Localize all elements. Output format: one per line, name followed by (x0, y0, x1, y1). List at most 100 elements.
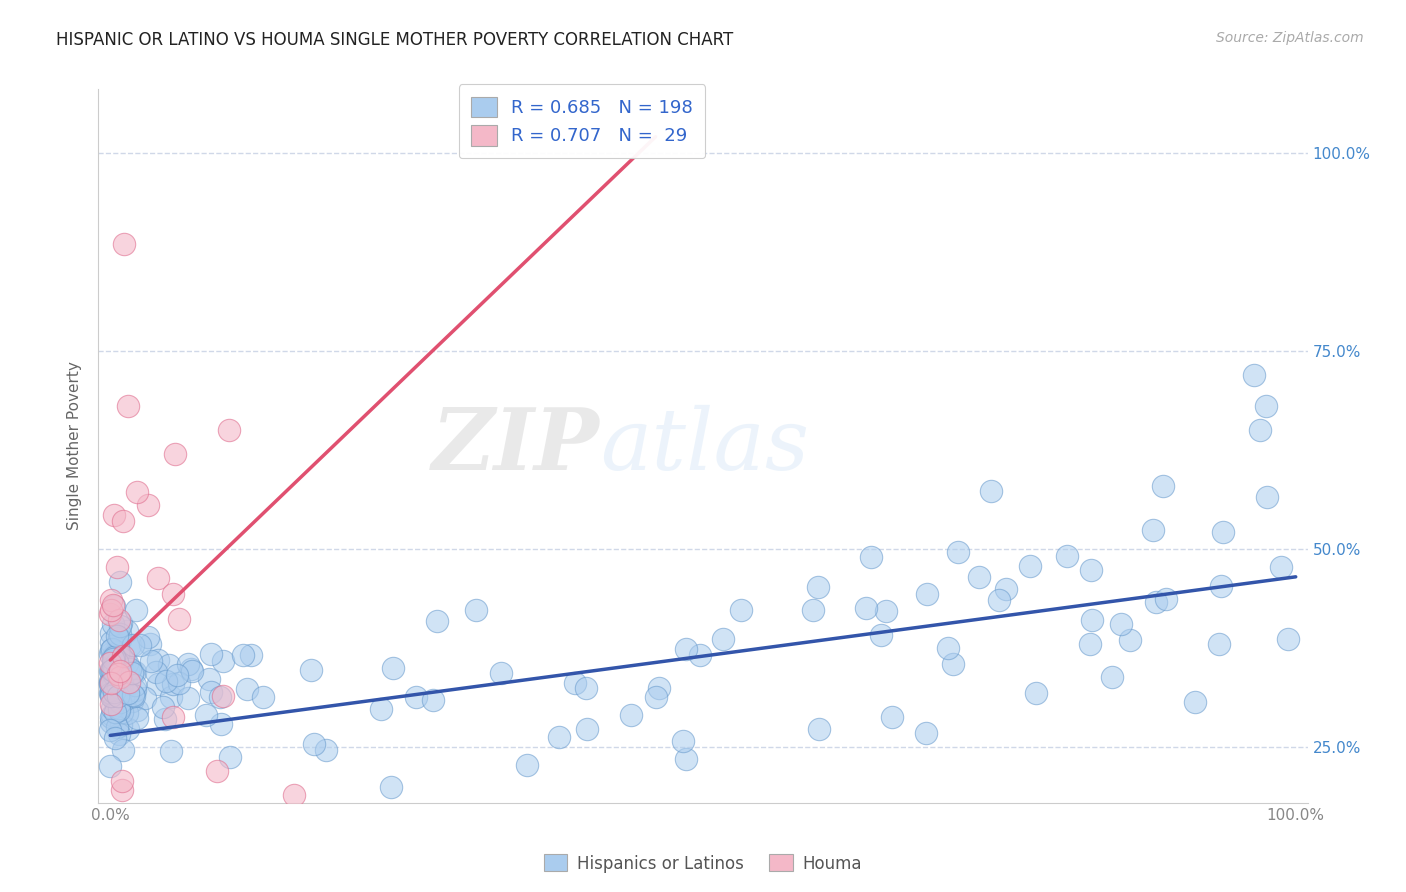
Point (110, 575, 132, 590)
Point (104, 686, 127, 700)
Point (108, 627, 131, 641)
Point (112, 743, 135, 757)
Point (489, 665, 512, 680)
Point (124, 665, 146, 680)
Point (160, 744, 183, 758)
Point (111, 657, 134, 672)
Point (98, 664, 121, 678)
Point (465, 602, 488, 616)
Point (117, 722, 139, 736)
Point (177, 690, 200, 705)
Point (107, 640, 129, 655)
Point (100, 643, 122, 657)
Point (108, 693, 131, 707)
Point (205, 764, 228, 778)
Point (875, 604, 897, 618)
Point (100, 641, 122, 656)
Point (1249, 423, 1271, 437)
Point (103, 692, 125, 706)
Point (103, 648, 125, 662)
Point (169, 612, 191, 626)
Point (103, 649, 125, 664)
Point (1184, 696, 1206, 710)
Point (100, 710, 122, 724)
Point (209, 716, 232, 731)
Point (103, 663, 125, 677)
Point (675, 752, 697, 766)
Point (111, 652, 134, 666)
Point (180, 662, 202, 676)
Point (859, 550, 882, 565)
Point (107, 667, 129, 681)
Point (195, 707, 218, 722)
Point (1152, 479, 1174, 493)
Point (1270, 559, 1292, 574)
Point (100, 677, 122, 691)
Point (108, 670, 131, 684)
Point (107, 690, 129, 704)
Point (125, 703, 148, 717)
Point (100, 656, 122, 670)
Point (107, 644, 129, 658)
Point (988, 593, 1011, 607)
Point (1056, 549, 1078, 564)
Point (124, 678, 146, 692)
Point (100, 686, 122, 700)
Point (200, 647, 222, 661)
Point (162, 709, 184, 723)
Point (1212, 524, 1234, 539)
Point (118, 674, 141, 689)
Point (675, 642, 697, 657)
Point (117, 400, 139, 414)
Point (108, 685, 131, 699)
Point (1277, 632, 1299, 646)
Point (114, 236, 136, 251)
Point (103, 508, 125, 523)
Text: atlas: atlas (600, 405, 810, 487)
Point (177, 657, 200, 671)
Point (252, 690, 274, 705)
Point (155, 674, 177, 689)
Point (100, 698, 122, 712)
Point (946, 544, 969, 558)
Point (107, 647, 129, 661)
Point (1243, 368, 1265, 382)
Point (146, 571, 169, 585)
Point (115, 706, 138, 720)
Point (108, 613, 131, 627)
Point (121, 665, 143, 680)
Point (165, 447, 187, 461)
Point (103, 648, 125, 663)
Point (1025, 686, 1047, 700)
Point (101, 663, 124, 677)
Point (915, 726, 938, 740)
Point (101, 660, 124, 674)
Point (105, 694, 128, 708)
Point (105, 665, 128, 679)
Point (105, 720, 128, 734)
Point (212, 654, 235, 668)
Point (1019, 559, 1042, 574)
Point (180, 664, 202, 678)
Point (111, 782, 134, 797)
Point (103, 617, 125, 632)
Point (145, 665, 167, 680)
Point (139, 654, 162, 668)
Point (1111, 616, 1133, 631)
Point (98, 607, 121, 622)
Point (104, 655, 127, 669)
Point (426, 614, 449, 628)
Point (100, 714, 122, 729)
Point (575, 681, 598, 695)
Text: Source: ZipAtlas.com: Source: ZipAtlas.com (1216, 31, 1364, 45)
Point (125, 711, 148, 725)
Point (209, 690, 232, 704)
Point (122, 690, 145, 704)
Point (100, 680, 122, 694)
Point (110, 718, 132, 732)
Point (114, 685, 136, 699)
Point (105, 656, 128, 670)
Point (100, 686, 122, 700)
Point (162, 587, 184, 601)
Point (146, 653, 169, 667)
